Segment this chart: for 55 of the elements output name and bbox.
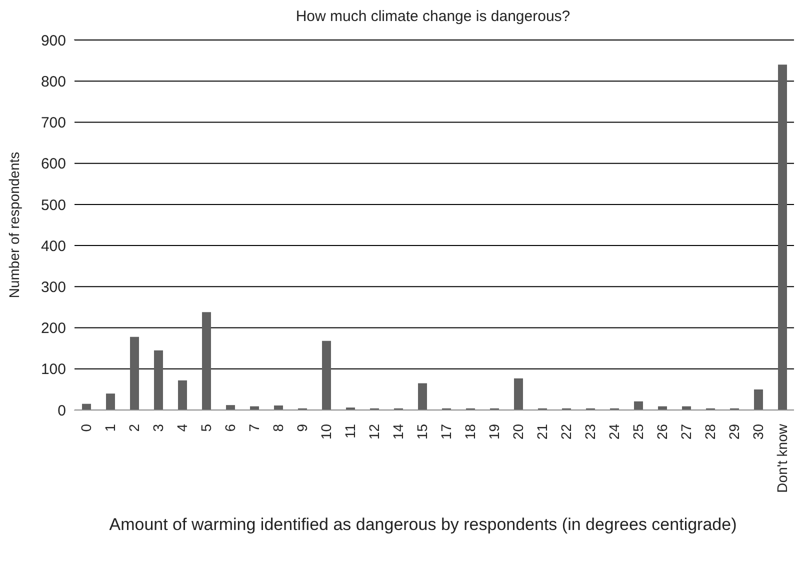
x-tick-label: 29 [726, 424, 742, 440]
x-tick-label: 22 [558, 424, 574, 440]
bar [130, 336, 139, 410]
x-tick-label: 8 [270, 424, 286, 432]
y-tick-label: 600 [40, 156, 66, 173]
y-tick-label: 700 [40, 114, 66, 132]
y-tick-label: 800 [40, 73, 66, 90]
bar [634, 401, 643, 410]
x-tick-label: 4 [174, 424, 190, 432]
bar [322, 340, 331, 410]
x-tick-label: 14 [390, 424, 406, 440]
x-tick-label: 25 [630, 424, 646, 440]
x-tick-label: 11 [342, 424, 358, 439]
x-tick-label: Don't know [774, 423, 790, 493]
x-tick-label: 23 [582, 424, 598, 440]
y-tick-label: 0 [58, 402, 66, 420]
bar [178, 380, 187, 410]
bar [418, 383, 427, 410]
bar [514, 378, 523, 410]
y-tick-label: 500 [40, 196, 66, 214]
bar [202, 312, 211, 410]
x-axis-title: Amount of warming identified as dangerous by respondents (in degrees centigrade) [108, 514, 738, 536]
chart-title: How much climate change is dangerous? [294, 8, 572, 27]
y-axis-title: Number of respondents [6, 152, 22, 298]
x-tick-label: 24 [606, 424, 622, 440]
bar [778, 64, 787, 410]
y-tick-label: 900 [40, 32, 66, 50]
x-tick-label: 17 [438, 424, 454, 440]
bar [106, 394, 115, 410]
y-tick-label: 200 [40, 320, 66, 338]
x-tick-label: 6 [222, 424, 238, 432]
x-tick-label: 9 [294, 424, 310, 432]
x-tick-label: 10 [318, 424, 334, 440]
x-tick-label: 26 [654, 424, 670, 440]
bar [754, 389, 763, 410]
x-tick-label: 30 [750, 424, 766, 440]
x-tick-label: 12 [366, 424, 382, 440]
y-tick-label: 300 [40, 278, 66, 296]
x-tick-label: 20 [510, 424, 526, 440]
x-tick-label: 27 [678, 424, 694, 440]
x-tick-label: 1 [102, 424, 118, 432]
x-tick-label: 21 [534, 424, 550, 440]
x-tick-label: 28 [702, 424, 718, 440]
x-tick-label: 3 [150, 424, 166, 432]
bar [226, 405, 235, 410]
y-tick-label: 100 [40, 361, 66, 378]
x-tick-label: 7 [246, 424, 262, 432]
x-tick-label: 2 [126, 424, 142, 432]
x-tick-label: 5 [198, 424, 214, 432]
x-tick-label: 0 [78, 424, 94, 432]
x-tick-label: 19 [486, 424, 502, 440]
y-tick-label: 400 [40, 238, 66, 255]
x-tick-label: 18 [462, 424, 478, 440]
bar [154, 350, 163, 410]
x-tick-label: 15 [414, 424, 430, 440]
